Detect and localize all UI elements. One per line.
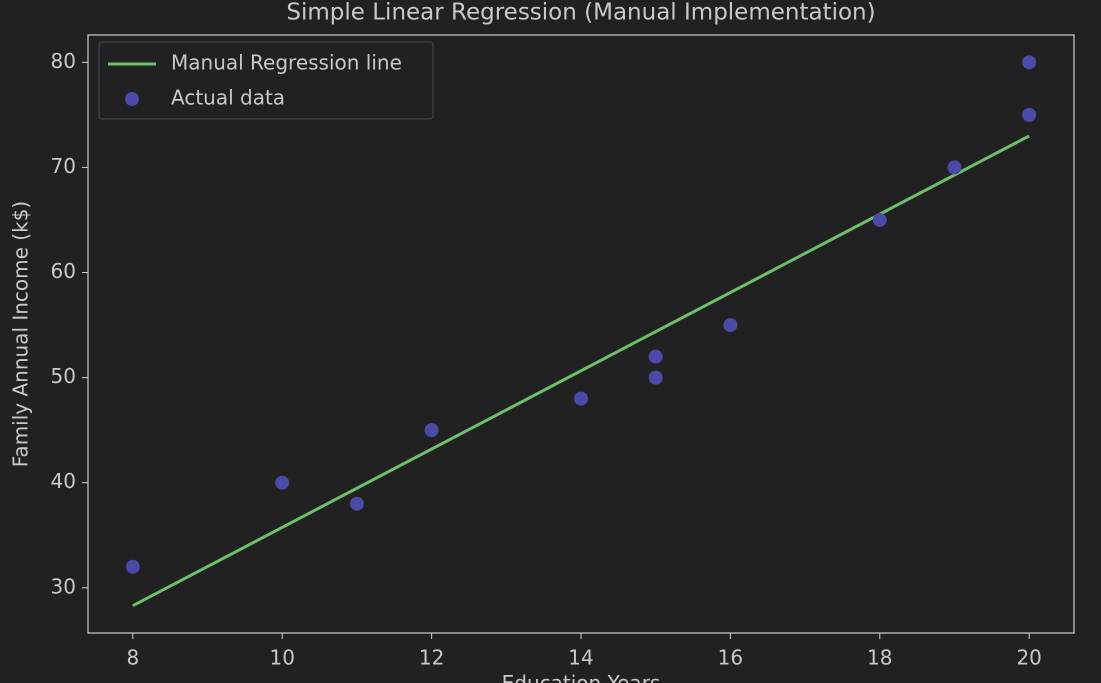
x-tick-label: 12 [419,646,444,670]
x-axis-label: Education Years [502,671,661,683]
x-tick-label: 20 [1016,646,1041,670]
x-tick-label: 10 [269,646,294,670]
y-tick-label: 30 [51,574,76,598]
legend-box [98,41,434,120]
y-tick-label: 70 [51,154,76,178]
data-point [648,349,663,364]
data-point [424,423,439,438]
y-tick-label: 40 [51,469,76,493]
y-tick-label: 50 [51,364,76,388]
data-point [125,559,140,574]
x-tick-label: 16 [718,646,743,670]
data-point [872,212,887,227]
data-point [648,370,663,385]
x-tick-label: 18 [867,646,892,670]
data-point [723,318,738,333]
data-point [275,475,290,490]
data-point [947,160,962,175]
y-axis-label: Family Annual Income (k$) [9,201,33,467]
data-point [349,496,364,511]
legend-label: Manual Regression line [171,51,402,75]
x-tick-label: 14 [568,646,593,670]
data-point [1022,55,1037,70]
chart-title: Simple Linear Regression (Manual Impleme… [286,0,875,26]
data-point [574,391,588,406]
data-point [1022,107,1037,122]
legend-label: Actual data [171,86,285,110]
y-tick-label: 80 [51,49,76,73]
legend-marker [125,92,139,106]
y-tick-label: 60 [51,259,76,283]
x-tick-label: 8 [126,646,139,670]
